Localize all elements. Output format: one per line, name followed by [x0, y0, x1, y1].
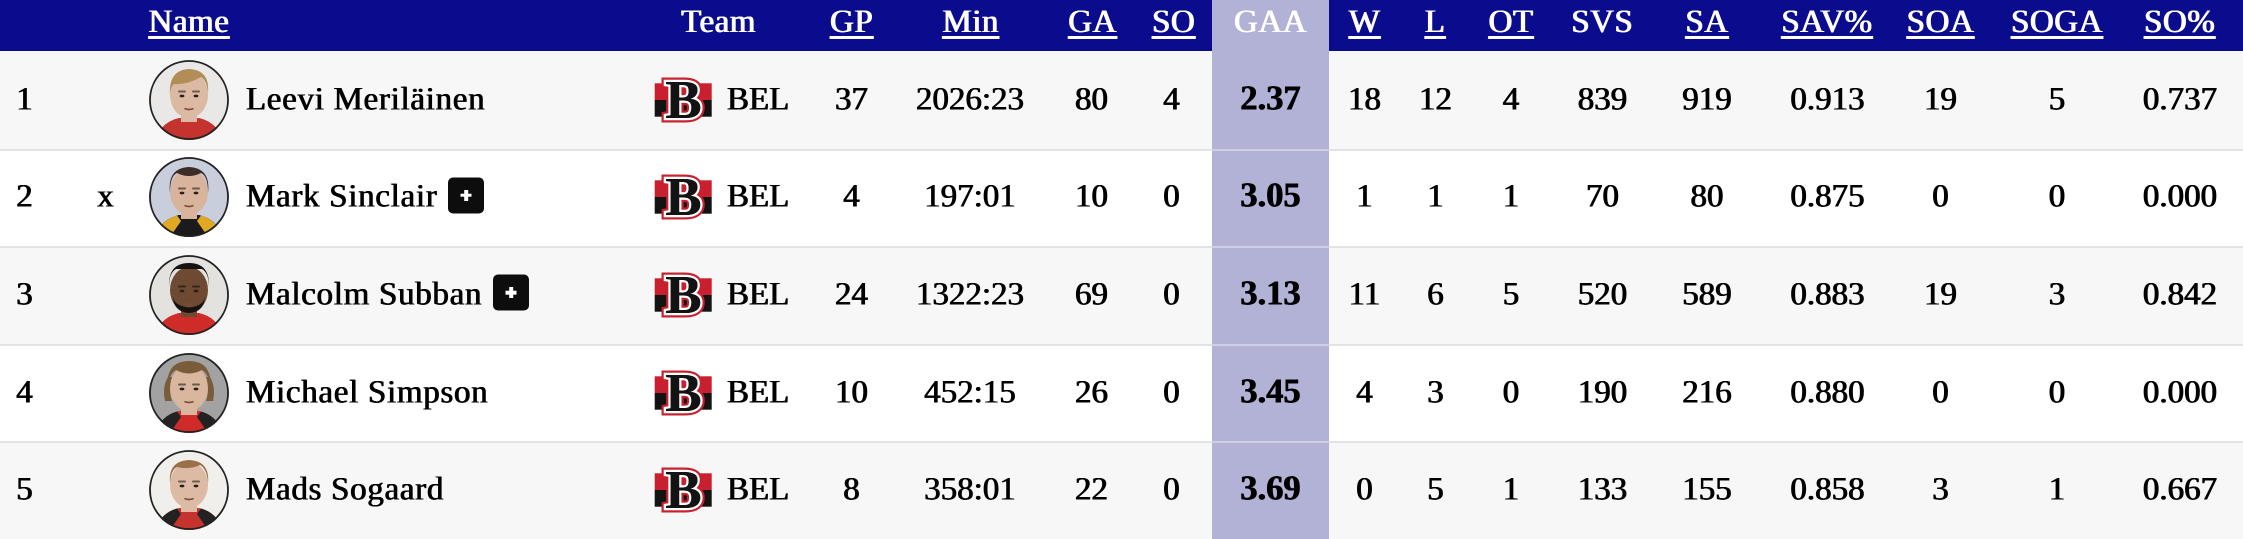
svg-text:B: B: [665, 171, 702, 223]
svg-text:B: B: [665, 171, 702, 223]
svg-text:B: B: [665, 464, 702, 516]
svg-text:B: B: [665, 74, 702, 126]
svg-text:B: B: [665, 74, 702, 126]
svg-text:B: B: [665, 464, 702, 516]
svg-text:B: B: [665, 367, 702, 419]
svg-text:B: B: [665, 269, 702, 321]
svg-text:B: B: [665, 171, 702, 223]
svg-text:B: B: [665, 269, 702, 321]
svg-text:B: B: [665, 464, 702, 516]
svg-text:B: B: [665, 367, 702, 419]
svg-text:B: B: [665, 367, 702, 419]
svg-text:B: B: [665, 74, 702, 126]
svg-text:B: B: [665, 269, 702, 321]
